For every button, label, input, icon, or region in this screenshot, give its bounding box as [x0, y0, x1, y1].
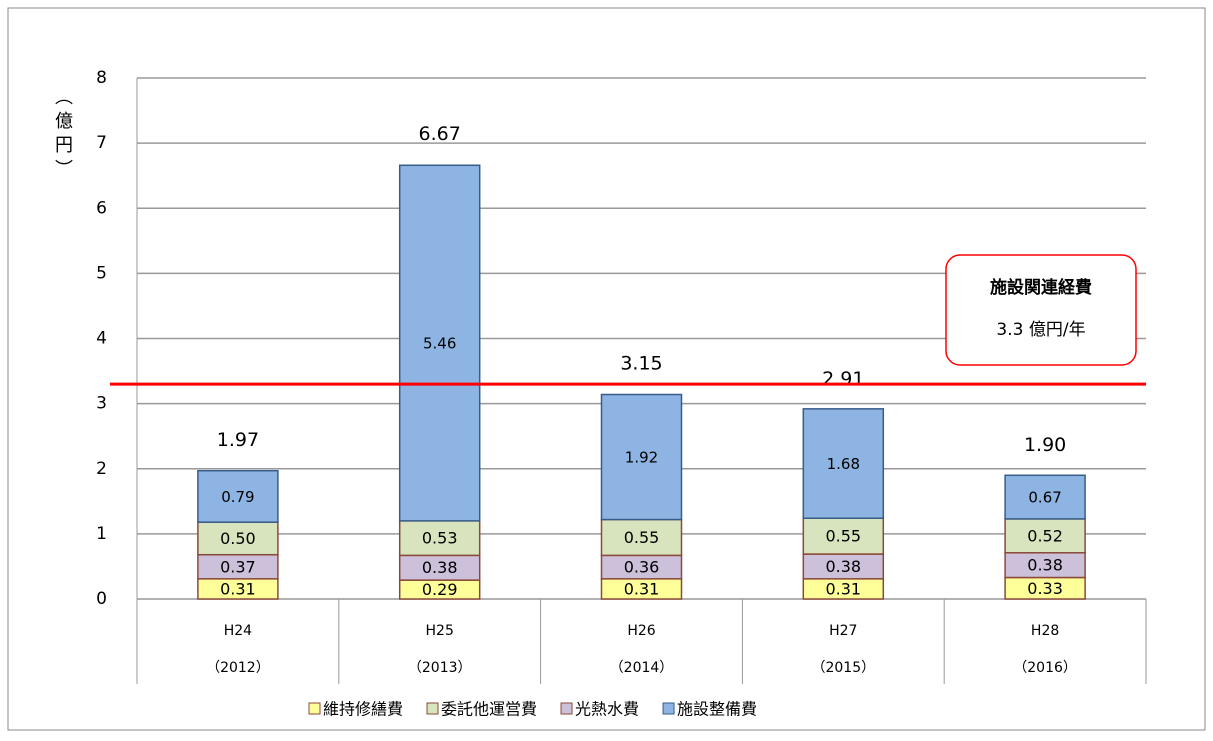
bar-segment: [802, 408, 885, 519]
value-label: 0.50: [220, 529, 256, 548]
total-label: 6.67: [419, 123, 461, 145]
bar-segment: [398, 520, 481, 557]
annotation-box: [945, 254, 1137, 366]
value-label: 1.68: [827, 455, 860, 473]
bar-segment: [197, 469, 279, 523]
x-tick-label: H28: [1031, 623, 1059, 639]
value-label: 0.31: [220, 579, 256, 598]
legend-swatch: [308, 702, 321, 715]
legend-swatch: [560, 702, 573, 715]
y-axis-label: （億円）: [52, 87, 73, 183]
x-tick-label: H26: [627, 623, 655, 639]
total-label: 3.15: [620, 352, 662, 374]
value-label: 0.52: [1027, 526, 1063, 545]
x-tick-label: H27: [829, 623, 857, 639]
value-label: 0.53: [422, 529, 458, 548]
y-tick-label: 1: [96, 524, 107, 544]
y-tick-label: 8: [96, 68, 107, 88]
x-tick-sublabel: （2015）: [811, 660, 875, 676]
bar-segment: [197, 521, 279, 556]
x-tick-sublabel: （2012）: [206, 660, 270, 676]
legend-swatch: [426, 702, 439, 715]
bar-segment: [1004, 552, 1086, 579]
x-tick-label: H24: [224, 623, 252, 639]
x-tick-sublabel: （2013）: [408, 660, 472, 676]
y-tick-label: 0: [96, 589, 107, 609]
chart-frame: [7, 7, 1206, 731]
value-label: 0.31: [825, 579, 861, 598]
value-label: 0.29: [422, 580, 458, 599]
value-label: 0.79: [221, 488, 254, 506]
value-label: 0.36: [624, 558, 660, 577]
value-label: 0.67: [1028, 489, 1061, 507]
legend-label: 光熱水費: [575, 700, 639, 719]
value-label: 0.38: [825, 557, 861, 576]
y-tick-label: 5: [96, 263, 107, 283]
total-label: 1.97: [217, 429, 259, 451]
x-tick-label: H25: [426, 623, 454, 639]
total-label: 2.91: [822, 368, 864, 390]
legend-label: 委託他運営費: [441, 700, 537, 719]
y-tick-label: 7: [96, 133, 107, 153]
bar-segment: [1004, 474, 1086, 520]
y-tick-label: 2: [96, 459, 107, 479]
bar-segment: [802, 553, 885, 580]
value-label: 0.33: [1027, 579, 1063, 598]
legend-label: 施設整備費: [677, 700, 757, 719]
value-label: 0.55: [624, 528, 660, 547]
value-label: 5.46: [423, 335, 456, 353]
x-tick-sublabel: （2014）: [610, 660, 674, 676]
value-label: 0.37: [220, 557, 256, 576]
value-label: 1.92: [625, 449, 658, 467]
bar-segment: [600, 393, 683, 521]
bar-segment: [398, 164, 481, 522]
y-tick-label: 4: [96, 329, 107, 349]
bar-segment: [802, 517, 885, 555]
legend-swatch: [662, 702, 675, 715]
value-label: 0.55: [825, 527, 861, 546]
total-label: 1.90: [1024, 434, 1066, 456]
value-label: 0.38: [422, 558, 458, 577]
x-tick-sublabel: （2016）: [1013, 660, 1077, 676]
y-tick-label: 6: [96, 198, 107, 218]
y-tick-label: 3: [96, 394, 107, 414]
legend-label: 維持修繕費: [323, 700, 403, 719]
annotation-text: 3.3 億円/年: [996, 320, 1085, 340]
value-label: 0.31: [624, 579, 660, 598]
annotation-title: 施設関連経費: [990, 277, 1092, 298]
bar-segment: [600, 518, 683, 557]
value-label: 0.38: [1027, 556, 1063, 575]
